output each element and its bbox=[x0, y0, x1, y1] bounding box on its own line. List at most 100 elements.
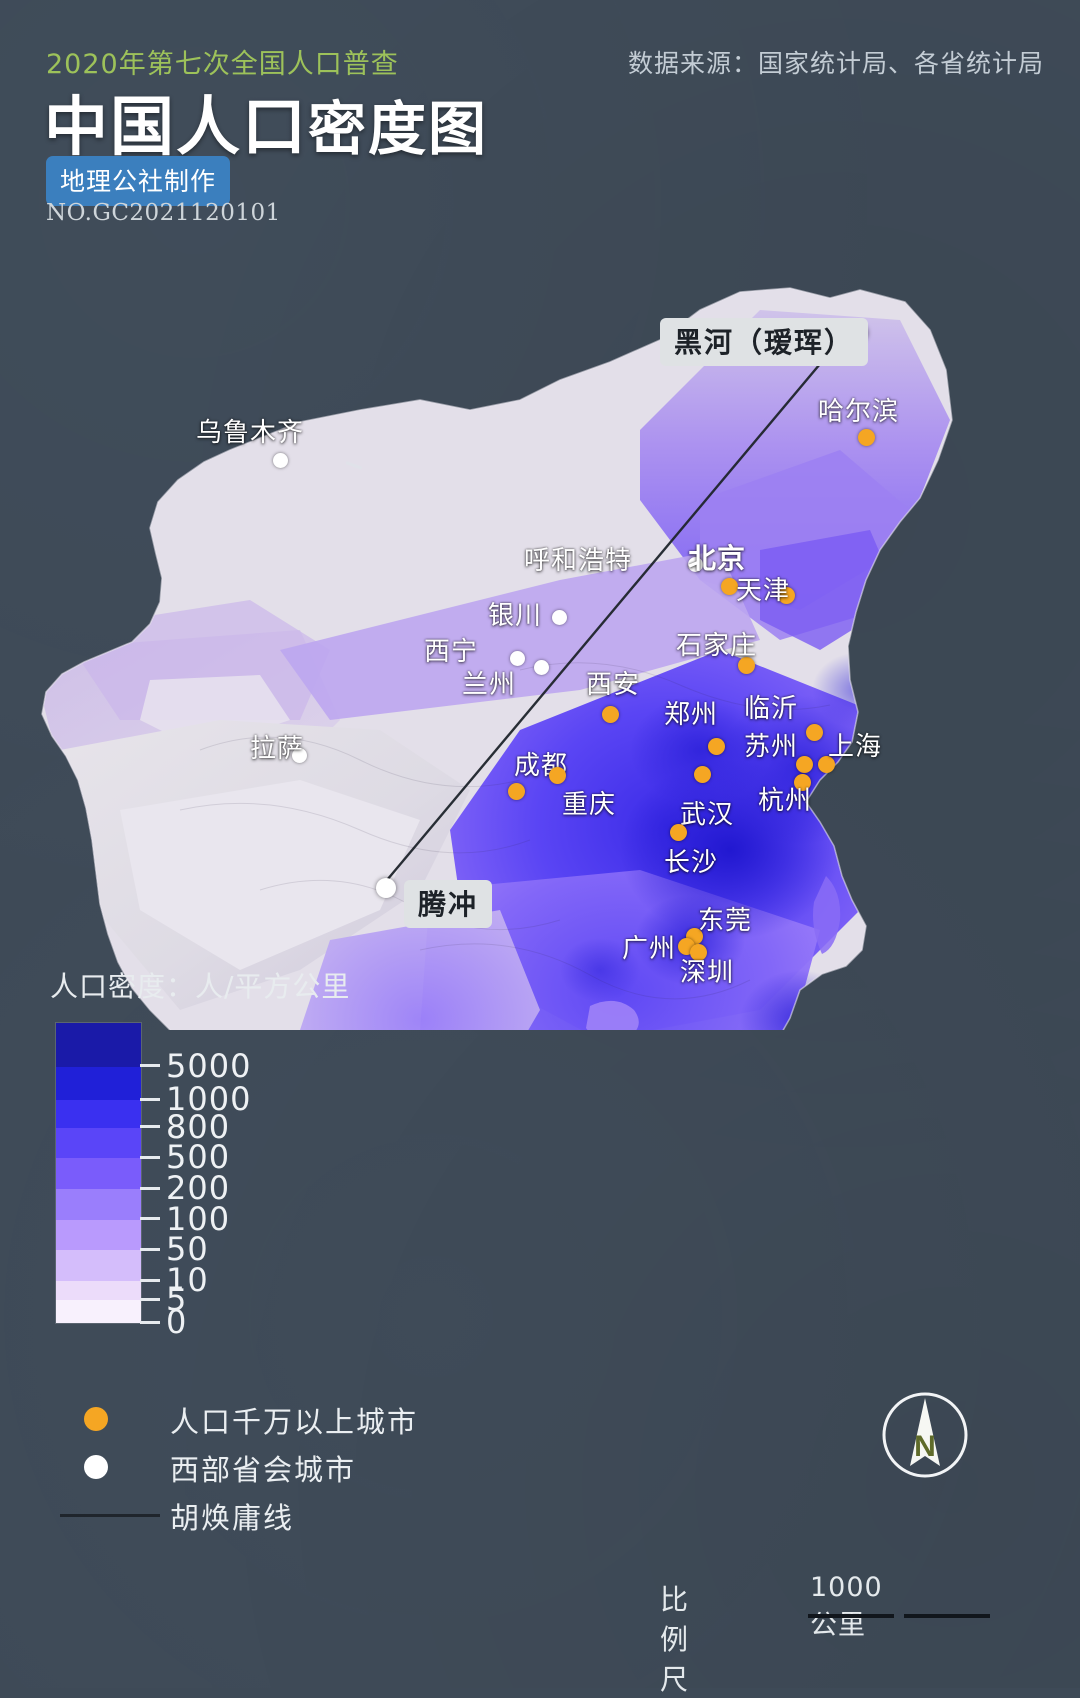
city-dot-wuhan[interactable] bbox=[694, 766, 711, 783]
taiwan-island bbox=[813, 876, 841, 954]
poster-header: 2020年第七次全国人口普查 数据来源：国家统计局、各省统计局 中国人口密度图 … bbox=[0, 0, 1080, 240]
tick-value: 500 bbox=[166, 1138, 231, 1177]
legend-key-label: 西部省会城市 bbox=[170, 1453, 357, 1487]
ramp-band bbox=[56, 1158, 141, 1190]
tick-dash bbox=[140, 1278, 160, 1282]
city-dot-shijiazhuang[interactable] bbox=[738, 657, 755, 674]
page-title: 中国人口密度图 bbox=[44, 76, 488, 168]
city-label-xining: 西宁 bbox=[424, 637, 479, 667]
tick-value: 100 bbox=[166, 1199, 231, 1238]
density-tick: 500 bbox=[140, 1138, 230, 1176]
density-tick: 5000 bbox=[140, 1047, 251, 1085]
ramp-band bbox=[56, 1100, 141, 1128]
ramp-band bbox=[56, 1066, 141, 1101]
city-label-hangzhou: 杭州 bbox=[758, 786, 813, 816]
density-tick: 10 bbox=[140, 1261, 209, 1299]
maker-badge: 地理公社制作 bbox=[46, 156, 231, 206]
tick-value: 5000 bbox=[166, 1046, 252, 1085]
city-label-yinchuan: 银川 bbox=[488, 601, 543, 631]
city-dot-xian[interactable] bbox=[602, 706, 619, 723]
city-label-guangzhou: 广州 bbox=[622, 934, 677, 964]
compass-rose: N bbox=[882, 1392, 968, 1478]
city-dot-yinchuan[interactable] bbox=[552, 610, 567, 625]
density-tick: 50 bbox=[140, 1230, 209, 1268]
city-label-zhengzhou: 郑州 bbox=[664, 700, 719, 730]
anchor-label-tengchong: 腾冲 bbox=[404, 880, 493, 928]
tick-value: 200 bbox=[166, 1169, 231, 1208]
city-dot-changsha[interactable] bbox=[670, 824, 687, 841]
scale-segment bbox=[808, 1614, 894, 1618]
tick-value: 5 bbox=[166, 1280, 188, 1319]
map-number: NO.GC2021120101 bbox=[46, 200, 281, 226]
tick-dash bbox=[140, 1297, 160, 1301]
tick-value: 1000 bbox=[166, 1080, 252, 1119]
city-dot-xining[interactable] bbox=[510, 651, 525, 666]
city-dot-suzhou[interactable] bbox=[796, 756, 813, 773]
density-tick: 100 bbox=[140, 1200, 230, 1238]
map-canvas[interactable]: 黑河（瑷珲） 腾冲 乌鲁木齐 哈尔滨 呼和浩特 北京 天津 银川 石家庄 西宁 … bbox=[0, 250, 1080, 1030]
city-label-chongqing: 重庆 bbox=[562, 790, 617, 820]
map-density-layer bbox=[42, 288, 952, 1030]
city-dot-lanzhou[interactable] bbox=[534, 660, 549, 675]
tick-dash bbox=[140, 1217, 160, 1221]
tick-dash bbox=[140, 1186, 160, 1190]
density-tick: 200 bbox=[140, 1169, 230, 1207]
city-label-beijing: 北京 bbox=[688, 542, 747, 575]
legend-key-label: 胡焕庸线 bbox=[170, 1501, 295, 1535]
white-dot-icon bbox=[84, 1455, 108, 1479]
city-dot-tianjin[interactable] bbox=[778, 587, 795, 604]
legend-key-label: 人口千万以上城市 bbox=[170, 1405, 419, 1439]
city-dot-zhengzhou[interactable] bbox=[708, 738, 725, 755]
ramp-band bbox=[56, 1127, 141, 1159]
density-color-ramp bbox=[55, 1022, 142, 1324]
city-label-wuhan: 武汉 bbox=[680, 800, 735, 830]
density-tick: 800 bbox=[140, 1108, 230, 1146]
city-label-hohhot: 呼和浩特 bbox=[524, 546, 633, 576]
city-dot-harbin[interactable] bbox=[858, 429, 875, 446]
city-label-lanzhou: 兰州 bbox=[462, 670, 517, 700]
scale-bar-distance: 1000公里 bbox=[810, 1572, 883, 1641]
city-dot-urumqi[interactable] bbox=[273, 453, 288, 468]
page-title-main: 中国人口 bbox=[44, 90, 308, 165]
city-dot-shanghai[interactable] bbox=[818, 756, 835, 773]
city-dot-linyi[interactable] bbox=[806, 724, 823, 741]
city-dot-hangzhou[interactable] bbox=[794, 774, 811, 791]
tick-dash bbox=[140, 1064, 160, 1068]
city-dot-chengdu[interactable] bbox=[508, 783, 525, 800]
ramp-band bbox=[56, 1219, 141, 1251]
tick-dash bbox=[140, 1247, 160, 1251]
data-source-note: 数据来源：国家统计局、各省统计局 bbox=[627, 49, 1044, 78]
hainan-island bbox=[586, 1000, 639, 1030]
orange-dot-icon bbox=[84, 1407, 108, 1431]
city-dot-chongqing[interactable] bbox=[549, 767, 566, 784]
city-dot-hohhot[interactable] bbox=[688, 557, 703, 572]
hu-huanyong-line bbox=[381, 332, 847, 887]
ramp-band bbox=[56, 1281, 141, 1301]
city-label-shijiazhuang: 石家庄 bbox=[676, 631, 758, 661]
census-subtitle: 2020年第七次全国人口普查 bbox=[46, 49, 399, 80]
city-label-harbin: 哈尔滨 bbox=[818, 397, 900, 427]
china-outline bbox=[41, 287, 953, 1030]
page-title-sub: 密度图 bbox=[308, 95, 489, 163]
tick-dash bbox=[140, 1155, 160, 1159]
city-dot-beijing[interactable] bbox=[721, 578, 738, 595]
city-dot-lhasa[interactable] bbox=[292, 748, 307, 763]
south-china-sea-dashes bbox=[345, 461, 594, 574]
tick-dash bbox=[140, 1125, 160, 1129]
density-tick: 5 bbox=[140, 1280, 187, 1318]
city-label-urumqi: 乌鲁木齐 bbox=[196, 418, 305, 448]
city-label-dongguan: 东莞 bbox=[698, 906, 753, 936]
ramp-band bbox=[56, 1189, 141, 1220]
density-tick: 1000 bbox=[140, 1080, 251, 1118]
city-label-tianjin: 天津 bbox=[736, 576, 791, 606]
city-dot-shenzhen[interactable] bbox=[690, 944, 707, 961]
anchor-label-heihe: 黑河（瑷珲） bbox=[660, 318, 869, 366]
density-tick: 0 bbox=[140, 1303, 187, 1341]
tick-value: 800 bbox=[166, 1107, 231, 1146]
tick-value: 50 bbox=[166, 1230, 209, 1269]
density-tick-list: 5000 1000 800 500 200 100 50 10 5 0 bbox=[140, 1022, 340, 1341]
tick-value: 10 bbox=[166, 1261, 209, 1300]
city-label-linyi: 临沂 bbox=[744, 694, 799, 724]
compass-north-letter: N bbox=[914, 1430, 936, 1463]
scale-segment bbox=[904, 1614, 990, 1618]
